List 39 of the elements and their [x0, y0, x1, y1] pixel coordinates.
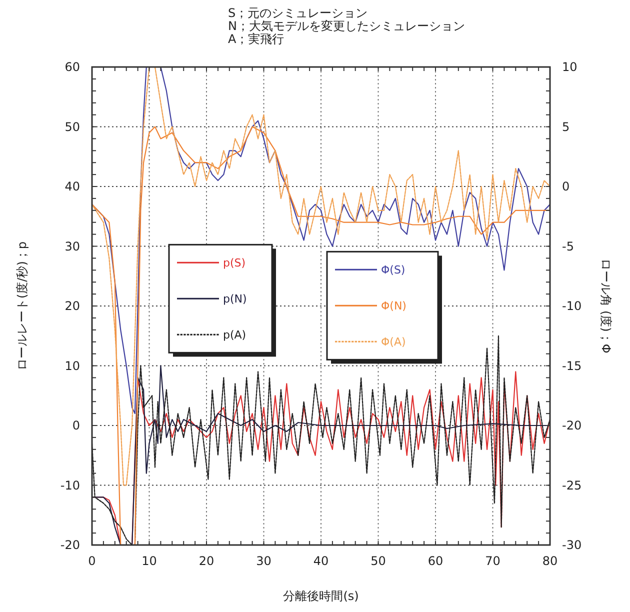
- x-tick-label: 80: [542, 554, 558, 568]
- y-tick-label: 30: [64, 239, 80, 254]
- y-tick-label: 40: [64, 180, 80, 194]
- y2-tick-label: -25: [562, 478, 582, 492]
- y-tick-label: 10: [64, 358, 80, 373]
- x-tick-label: 70: [485, 554, 500, 568]
- legend-label: Φ(S): [381, 264, 406, 277]
- y2-tick-label: -5: [562, 239, 574, 254]
- y2-tick-label: -15: [562, 358, 582, 373]
- y2-tick-label: 0: [562, 180, 570, 194]
- y2-tick-label: -10: [562, 299, 582, 313]
- y2-tick-label: 5: [562, 120, 570, 134]
- x-tick-label: 20: [198, 554, 214, 568]
- y2-tick-label: 10: [562, 60, 578, 74]
- y-tick-label: 20: [64, 299, 80, 313]
- y-axis-title: ロールレート(度/秒)；p: [15, 241, 29, 371]
- y-tick-label: -20: [60, 538, 80, 552]
- x-tick-label: 10: [142, 554, 157, 568]
- legend-label: Φ(N): [381, 300, 406, 313]
- y2-tick-label: -20: [562, 418, 582, 432]
- x-tick-label: 60: [428, 554, 444, 568]
- y-tick-label: 60: [64, 60, 80, 74]
- x-axis-title: 分離後時間(s): [283, 589, 359, 603]
- y2-tick-label: -30: [562, 538, 582, 552]
- y-tick-label: -10: [60, 478, 80, 492]
- text: N；大気モデルを変更したシミュレーション: [228, 19, 465, 33]
- x-tick-label: 40: [313, 554, 329, 568]
- text: A；実飛行: [228, 32, 284, 46]
- legend-label: Φ(A): [381, 336, 406, 349]
- legend-label: p(S): [223, 256, 246, 270]
- x-tick-label: 0: [88, 554, 96, 568]
- text: S；元のシミュレーション: [228, 6, 368, 20]
- x-tick-label: 30: [256, 554, 272, 568]
- legend-label: p(N): [223, 292, 247, 306]
- legend-label: p(A): [223, 328, 246, 342]
- y-tick-label: 0: [72, 418, 80, 432]
- y2-axis-title: ロール角 (度)；Φ: [599, 258, 613, 354]
- x-tick-label: 50: [370, 554, 386, 568]
- y-tick-label: 50: [64, 120, 80, 134]
